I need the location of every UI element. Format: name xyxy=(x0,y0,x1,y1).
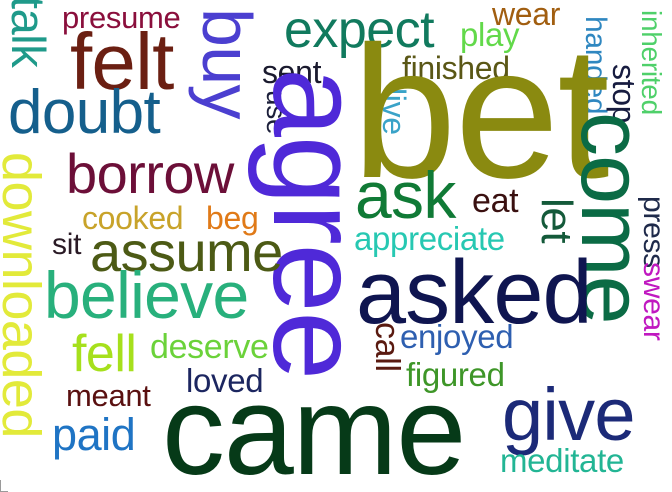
word-paid: paid xyxy=(52,409,136,460)
word-felt: felt xyxy=(70,17,174,106)
word-cooked: cooked xyxy=(82,200,184,236)
word-play: play xyxy=(460,16,520,53)
word-swear: swear xyxy=(637,262,670,341)
word-figured: figured xyxy=(406,356,505,393)
word-press: press xyxy=(637,196,670,268)
word-believe: believe xyxy=(44,258,249,332)
word-bet: bet xyxy=(352,7,610,217)
word-appreciate: appreciate xyxy=(354,220,505,257)
word-expect: expect xyxy=(284,1,435,59)
word-talk: talk xyxy=(2,0,55,68)
word-doubt: doubt xyxy=(8,78,161,147)
word-asked: asked xyxy=(356,243,593,343)
word-enjoyed: enjoyed xyxy=(400,318,514,355)
word-eat: eat xyxy=(472,182,519,220)
word-loved: loved xyxy=(186,362,264,399)
word-meditate: meditate xyxy=(500,442,624,479)
word-downloaded: downloaded xyxy=(0,152,51,438)
word-assume: assume xyxy=(90,220,283,283)
word-let: let xyxy=(532,198,581,244)
word-wear: wear xyxy=(492,0,561,32)
word-ask: ask xyxy=(355,158,456,232)
corner-frame-mark xyxy=(0,480,8,492)
word-presume: presume xyxy=(62,0,181,35)
word-sit: sit xyxy=(52,228,82,261)
word-borrow: borrow xyxy=(66,142,234,205)
word-deserve: deserve xyxy=(150,328,269,366)
word-sent: sent xyxy=(262,54,322,90)
word-fell: fell xyxy=(72,325,137,383)
word-beg: beg xyxy=(206,200,259,236)
word-meant: meant xyxy=(66,378,151,413)
word-finished: finished xyxy=(402,50,510,86)
word-give: give xyxy=(502,373,636,456)
word-came: came xyxy=(162,360,466,492)
